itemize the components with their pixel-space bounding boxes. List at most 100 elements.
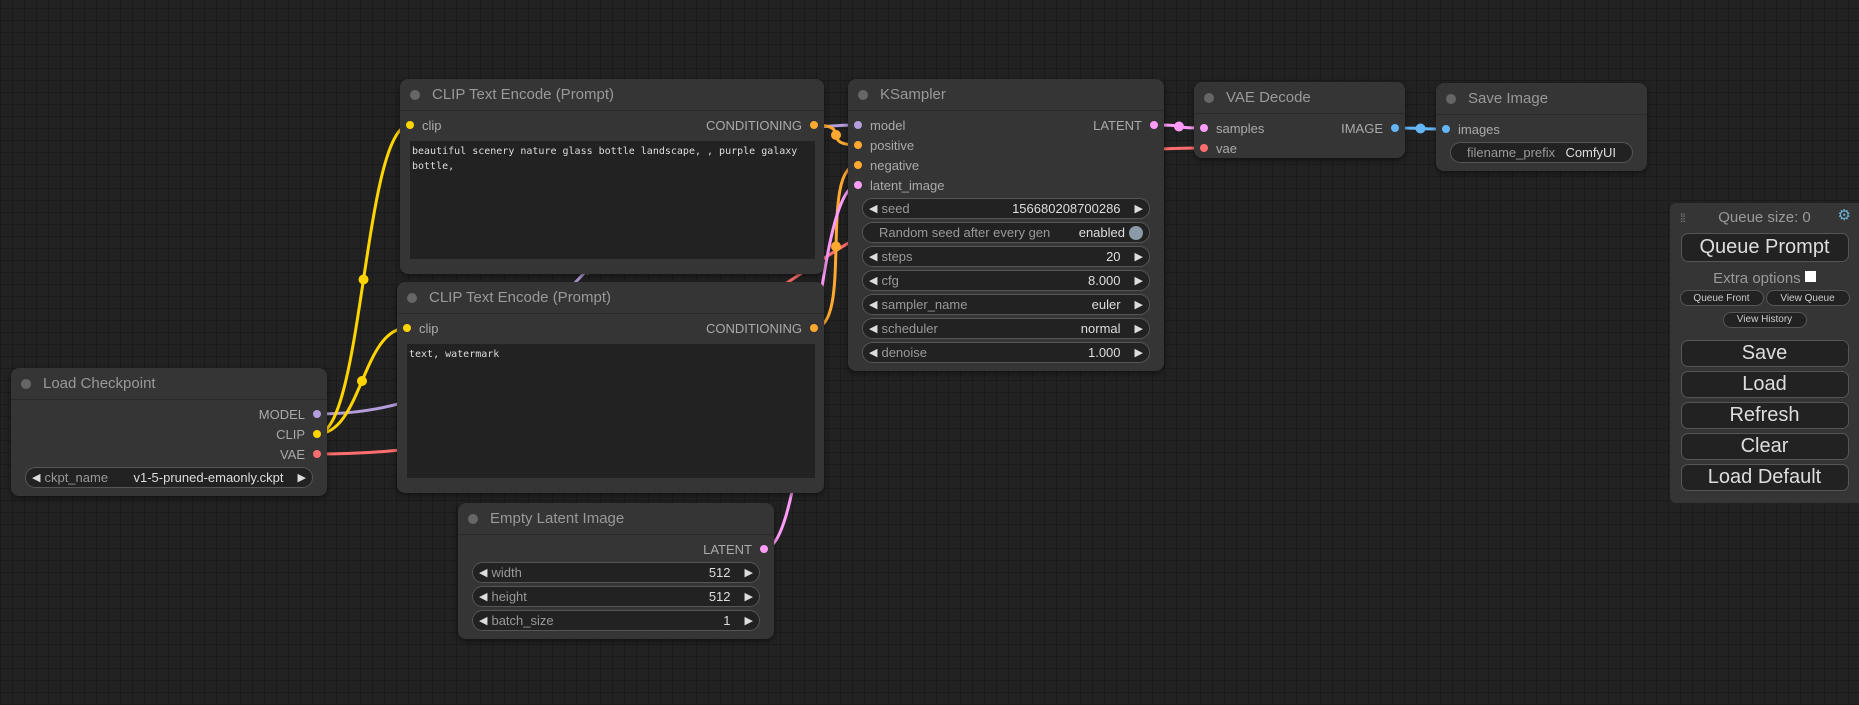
input-connector-dot-icon[interactable] [854,141,862,149]
arrow-left-icon[interactable]: ◀ [869,323,878,335]
widget-denoise[interactable]: ◀ denoise 1.000 ▶ [862,342,1150,363]
input-connector-dot-icon[interactable] [854,181,862,189]
link-midpoint-icon[interactable] [831,241,841,252]
input-connector-dot-icon[interactable] [854,121,862,129]
extra-options-checkbox[interactable] [1804,271,1816,282]
widget-random-seed-after-every-gen[interactable]: Random seed after every gen enabled [862,222,1150,243]
refresh-button[interactable]: Refresh [1680,401,1849,429]
link-midpoint-icon[interactable] [358,274,369,285]
arrow-right-icon[interactable]: ▶ [1134,299,1143,311]
input-connector-dot-icon[interactable] [1442,125,1450,133]
node-title-bar[interactable]: CLIP Text Encode (Prompt) [400,79,824,111]
arrow-right-icon[interactable]: ▶ [744,591,753,603]
arrow-left-icon[interactable]: ◀ [869,275,878,287]
input-slot-clip[interactable]: clip [397,321,439,336]
widget-cfg[interactable]: ◀ cfg 8.000 ▶ [862,270,1150,291]
input-slot-vae[interactable]: vae [1194,141,1237,156]
arrow-right-icon[interactable]: ▶ [297,472,306,484]
input-connector-dot-icon[interactable] [1200,124,1208,132]
output-connector-dot-icon[interactable] [760,545,768,553]
output-connector-dot-icon[interactable] [810,324,818,332]
widget-width[interactable]: ◀ width 512 ▶ [472,562,760,583]
widget-ckpt-name[interactable]: ◀ ckpt_name v1-5-pruned-emaonly.ckpt ▶ [25,467,313,488]
load-button[interactable]: Load [1680,370,1849,398]
output-connector-dot-icon[interactable] [313,410,321,418]
output-connector-dot-icon[interactable] [1391,124,1399,132]
node-clip-text-positive[interactable]: CLIP Text Encode (Prompt) clip CONDITIONIN… [400,79,824,274]
node-clip-text-negative[interactable]: CLIP Text Encode (Prompt) clip CONDITIONIN… [397,282,824,493]
arrow-right-icon[interactable]: ▶ [1134,347,1143,359]
node-empty-latent[interactable]: Empty Latent Image LATENT ◀ width 512 ▶ ◀ heigh… [458,503,774,639]
prompt-textarea[interactable]: text, watermark [407,344,815,478]
output-slot-conditioning[interactable]: CONDITIONING [706,118,824,133]
node-title-bar[interactable]: Empty Latent Image [458,503,774,535]
input-connector-dot-icon[interactable] [403,324,411,332]
collapse-dot-icon[interactable] [1204,92,1214,103]
node-title-bar[interactable]: CLIP Text Encode (Prompt) [397,282,824,314]
arrow-left-icon[interactable]: ◀ [869,203,878,215]
drag-handle-icon[interactable]: ⁞⁞ [1680,211,1686,225]
input-slot-latent-image[interactable]: latent_image [848,178,944,193]
arrow-left-icon[interactable]: ◀ [32,472,41,484]
input-connector-dot-icon[interactable] [854,161,862,169]
input-connector-dot-icon[interactable] [1200,144,1208,152]
arrow-right-icon[interactable]: ▶ [744,567,753,579]
output-slot-latent[interactable]: LATENT [703,542,774,557]
view-history-button[interactable]: View History [1722,311,1807,328]
node-title-bar[interactable]: KSampler [848,79,1164,111]
arrow-left-icon[interactable]: ◀ [869,251,878,263]
collapse-dot-icon[interactable] [21,378,31,389]
widget-scheduler[interactable]: ◀ scheduler normal ▶ [862,318,1150,339]
node-ksampler[interactable]: KSampler model LATENT positive negative laten… [848,79,1164,371]
arrow-left-icon[interactable]: ◀ [479,591,488,603]
toggle-knob-icon[interactable] [1129,225,1143,240]
output-slot-conditioning[interactable]: CONDITIONING [706,321,824,336]
arrow-right-icon[interactable]: ▶ [1134,203,1143,215]
queue-front-button[interactable]: Queue Front [1679,290,1764,306]
save-button[interactable]: Save [1680,339,1849,367]
output-slot-vae[interactable]: VAE [280,447,327,462]
node-save-image[interactable]: Save Image images filename_prefix ComfyUI [1436,83,1647,171]
arrow-right-icon[interactable]: ▶ [744,615,753,627]
input-slot-positive[interactable]: positive [848,138,914,153]
output-slot-clip[interactable]: CLIP [276,427,327,442]
arrow-left-icon[interactable]: ◀ [479,615,488,627]
input-connector-dot-icon[interactable] [406,121,414,129]
link-midpoint-icon[interactable] [1415,123,1426,134]
output-connector-dot-icon[interactable] [313,450,321,458]
arrow-right-icon[interactable]: ▶ [1134,275,1143,287]
widget-sampler-name[interactable]: ◀ sampler_name euler ▶ [862,294,1150,315]
output-slot-model[interactable]: MODEL [259,407,327,422]
arrow-right-icon[interactable]: ▶ [1134,251,1143,263]
arrow-left-icon[interactable]: ◀ [869,299,878,311]
input-slot-model[interactable]: model [848,118,905,133]
link-midpoint-icon[interactable] [1174,121,1184,132]
node-vae-decode[interactable]: VAE Decode samples IMAGE vae [1194,82,1405,158]
widget-seed[interactable]: ◀ seed 156680208700286 ▶ [862,198,1150,219]
widget-filename-prefix[interactable]: filename_prefix ComfyUI [1450,142,1633,163]
gear-icon[interactable]: ⚙ [1837,207,1851,224]
widget-batch-size[interactable]: ◀ batch_size 1 ▶ [472,610,760,631]
collapse-dot-icon[interactable] [410,89,420,100]
input-slot-samples[interactable]: samples [1194,121,1264,136]
node-title-bar[interactable]: Load Checkpoint [11,368,327,400]
arrow-left-icon[interactable]: ◀ [479,567,488,579]
collapse-dot-icon[interactable] [1446,93,1456,104]
output-slot-image[interactable]: IMAGE [1341,121,1405,136]
output-slot-latent[interactable]: LATENT [1093,118,1164,133]
collapse-dot-icon[interactable] [858,89,868,100]
link-midpoint-icon[interactable] [831,130,841,140]
widget-steps[interactable]: ◀ steps 20 ▶ [862,246,1150,267]
queue-prompt-button[interactable]: Queue Prompt [1680,233,1849,262]
node-load-checkpoint[interactable]: Load Checkpoint MODEL CLIP VAE ◀ ckpt_name v1-… [11,368,327,496]
prompt-textarea[interactable]: beautiful scenery nature glass bottle la… [410,141,815,259]
widget-height[interactable]: ◀ height 512 ▶ [472,586,760,607]
collapse-dot-icon[interactable] [468,513,478,524]
input-slot-negative[interactable]: negative [848,158,919,173]
load-default-button[interactable]: Load Default [1680,463,1849,491]
link-midpoint-icon[interactable] [357,376,367,386]
node-title-bar[interactable]: VAE Decode [1194,82,1405,114]
output-connector-dot-icon[interactable] [810,121,818,129]
clear-button[interactable]: Clear [1680,432,1849,460]
output-connector-dot-icon[interactable] [1150,121,1158,129]
